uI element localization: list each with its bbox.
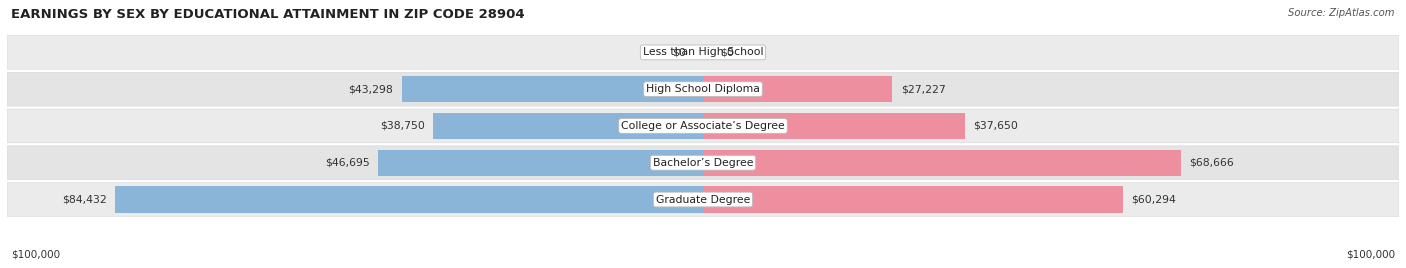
Bar xyxy=(703,113,965,139)
Text: $46,695: $46,695 xyxy=(325,158,370,168)
Text: $68,666: $68,666 xyxy=(1189,158,1234,168)
Bar xyxy=(115,186,703,213)
Text: $100,000: $100,000 xyxy=(1346,250,1395,260)
FancyBboxPatch shape xyxy=(7,183,1399,217)
Text: EARNINGS BY SEX BY EDUCATIONAL ATTAINMENT IN ZIP CODE 28904: EARNINGS BY SEX BY EDUCATIONAL ATTAINMEN… xyxy=(11,8,524,21)
Text: Less than High School: Less than High School xyxy=(643,47,763,57)
Text: $0: $0 xyxy=(672,47,686,57)
Text: $84,432: $84,432 xyxy=(62,195,107,204)
Text: College or Associate’s Degree: College or Associate’s Degree xyxy=(621,121,785,131)
Text: $27,227: $27,227 xyxy=(901,84,946,94)
FancyBboxPatch shape xyxy=(7,72,1399,106)
FancyBboxPatch shape xyxy=(7,109,1399,143)
Text: $38,750: $38,750 xyxy=(380,121,425,131)
Text: $0: $0 xyxy=(720,47,734,57)
FancyBboxPatch shape xyxy=(7,146,1399,180)
Text: Source: ZipAtlas.com: Source: ZipAtlas.com xyxy=(1288,8,1395,18)
Bar xyxy=(433,113,703,139)
Text: $43,298: $43,298 xyxy=(349,84,394,94)
Bar xyxy=(402,76,703,102)
Bar xyxy=(703,186,1122,213)
Text: $60,294: $60,294 xyxy=(1130,195,1175,204)
Text: $100,000: $100,000 xyxy=(11,250,60,260)
Text: High School Diploma: High School Diploma xyxy=(647,84,759,94)
Bar xyxy=(378,150,703,176)
Text: Graduate Degree: Graduate Degree xyxy=(655,195,751,204)
Text: $37,650: $37,650 xyxy=(973,121,1018,131)
Bar xyxy=(703,76,893,102)
FancyBboxPatch shape xyxy=(7,35,1399,69)
Bar xyxy=(703,150,1181,176)
Text: Bachelor’s Degree: Bachelor’s Degree xyxy=(652,158,754,168)
